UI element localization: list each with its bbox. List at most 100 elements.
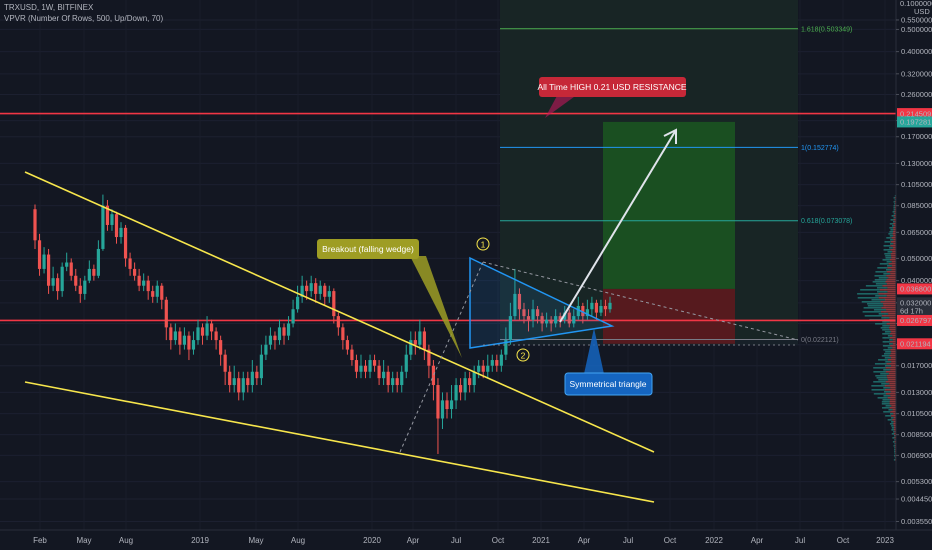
volume-bar-up <box>883 411 891 413</box>
wave-2-label: 2 <box>521 351 526 361</box>
time-tick-label: Jul <box>795 536 805 545</box>
volume-bar-up <box>885 269 892 271</box>
volume-bar-down <box>888 277 896 279</box>
symmetrical-triangle <box>469 256 615 349</box>
volume-bar-up <box>891 429 894 431</box>
volume-bar-up <box>889 343 893 345</box>
candle-body <box>173 331 177 341</box>
volume-bar-down <box>890 345 896 347</box>
time-tick-label: 2020 <box>363 536 381 545</box>
candle-body <box>594 302 599 313</box>
price-tick-label: 0.006900 <box>901 451 932 460</box>
candle-body <box>345 340 350 350</box>
volume-bar-down <box>890 357 896 359</box>
volume-bar-up <box>875 375 887 377</box>
candle-body <box>314 283 318 294</box>
price-label-text: 0.214509 <box>900 109 931 118</box>
candle-body <box>92 268 96 276</box>
target-zone <box>603 121 735 289</box>
volume-bar-down <box>887 287 896 289</box>
candle-body <box>37 240 42 269</box>
volume-bar-down <box>894 215 896 217</box>
volume-bar-up <box>882 399 890 401</box>
ath-callout-box <box>539 77 686 97</box>
candle-body <box>354 360 359 372</box>
time-tick-label: Aug <box>119 536 133 545</box>
volume-bar-down <box>891 237 896 239</box>
volume-bar-up <box>877 291 888 293</box>
volume-bar-up <box>885 351 892 353</box>
candle-body <box>472 371 476 386</box>
time-axis[interactable]: Feb May Aug 2019 May Aug 2020 Apr Jul Oct 2021 Apr J… <box>0 529 932 545</box>
time-tick-label: Jul <box>451 536 461 545</box>
volume-bar-up <box>883 245 891 247</box>
volume-bar-up <box>873 367 886 369</box>
volume-bar-up <box>890 413 894 415</box>
volume-bar-up <box>865 285 883 287</box>
volume-bar-down <box>890 241 896 243</box>
volume-bar-up <box>878 313 889 315</box>
fib-level-label: 0(0.022121) <box>801 337 839 344</box>
volume-bar-down <box>894 207 896 209</box>
candle-body <box>522 309 526 317</box>
volume-bar-down <box>892 335 896 337</box>
wave-1-label: 1 <box>481 240 486 250</box>
candle-body <box>155 285 159 297</box>
volume-bar-up <box>875 283 887 285</box>
volume-bar-up <box>882 345 891 347</box>
volume-bar-up <box>882 329 890 331</box>
price-tick-label: 0.085000 <box>901 201 932 210</box>
volume-bar-down <box>893 219 896 221</box>
triangle-callout-text: Symmetrical triangle <box>570 379 647 389</box>
volume-bar-down <box>890 411 896 413</box>
volume-bar-up <box>881 355 890 357</box>
price-label-text: 0.197281 <box>900 118 931 127</box>
price-tick-label: 0.010500 <box>901 409 932 418</box>
candle-body <box>291 309 295 324</box>
volume-bar-down <box>884 299 896 301</box>
wave-1-marker <box>476 237 490 251</box>
price-axis[interactable]: 0.003550 0.004450 0.005300 0.006900 0.008500… <box>895 0 932 550</box>
volume-bar-up <box>878 277 889 279</box>
ath-callout-pointer <box>545 94 578 118</box>
volume-bar-up <box>875 295 887 297</box>
volume-bar-down <box>894 431 896 433</box>
volume-bar-up <box>889 423 894 425</box>
volume-bar-down <box>880 311 896 313</box>
volume-bar-down <box>890 369 896 371</box>
symbol-title: TRXUSD, 1W, BITFINEX <box>4 3 94 12</box>
volume-bar-up <box>873 371 886 373</box>
candle-body <box>341 327 345 341</box>
volume-bar-down <box>888 313 896 315</box>
time-tick-label: May <box>76 536 91 545</box>
volume-bar-down <box>894 211 896 213</box>
candle-body <box>554 316 558 324</box>
candle-body <box>142 280 146 286</box>
price-axis-panel <box>896 0 932 550</box>
volume-bar-up <box>892 221 895 223</box>
candle-body <box>445 400 449 410</box>
volume-bar-up <box>889 243 894 245</box>
time-tick-label: Oct <box>492 536 505 545</box>
candle-body <box>468 378 472 386</box>
time-tick-label: Apr <box>578 536 591 545</box>
volume-bar-up <box>887 347 893 349</box>
volume-bar-up <box>879 263 889 265</box>
volume-profile <box>857 195 896 461</box>
candle-body <box>603 305 608 310</box>
price-tick-label: 0.040000 <box>901 276 932 285</box>
candle-body <box>409 340 413 355</box>
candle-body <box>196 327 200 341</box>
candle-body <box>123 227 128 259</box>
volume-bar-down <box>878 293 896 295</box>
volume-bar-down <box>887 291 896 293</box>
volume-bar-up <box>891 433 895 435</box>
volume-bar-up <box>881 403 890 405</box>
price-label-box <box>897 108 932 120</box>
volume-bar-up <box>876 377 888 379</box>
volume-bar-down <box>889 329 896 331</box>
candle-body <box>422 331 426 350</box>
price-tick-label: 0.170000 <box>901 132 932 141</box>
volume-bar-down <box>892 247 896 249</box>
